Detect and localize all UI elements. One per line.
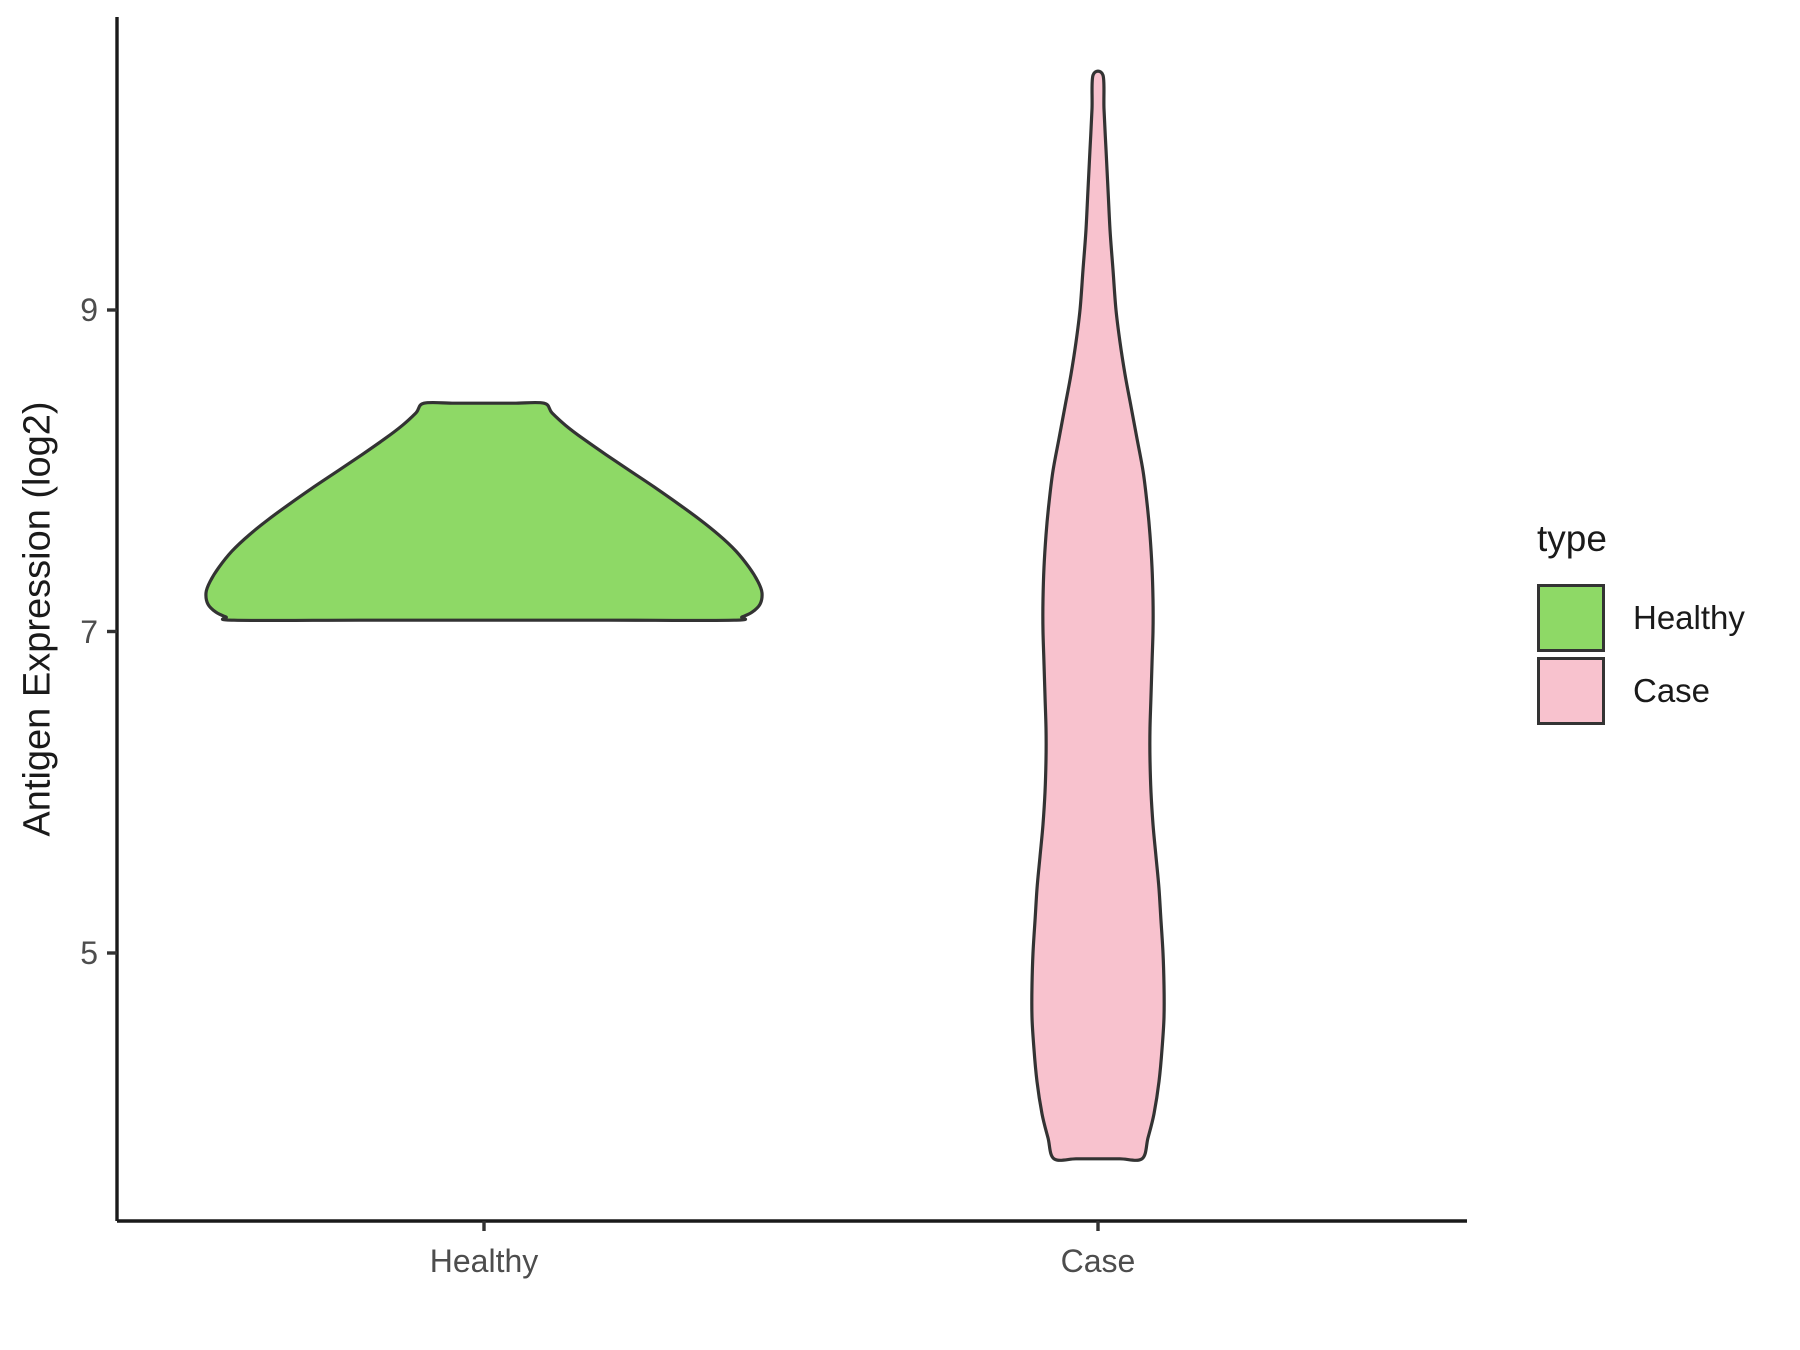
legend-title: type (1537, 518, 1607, 559)
legend-swatch-healthy (1537, 584, 1605, 652)
y-tick-label-5: 5 (80, 935, 98, 971)
legend-entry-healthy: Healthy (1537, 584, 1745, 652)
legend: type Healthy Case (1537, 518, 1745, 725)
legend-label-healthy: Healthy (1633, 599, 1745, 636)
legend-entry-case: Case (1537, 657, 1745, 725)
y-tick-label-9: 9 (80, 292, 98, 328)
violin-healthy (204, 400, 764, 623)
y-tick-label-7: 7 (80, 613, 98, 650)
legend-swatch-case (1537, 657, 1605, 725)
violin-case (1030, 69, 1166, 1162)
legend-label-case: Case (1633, 672, 1711, 709)
x-tick-label-case: Case (1060, 1243, 1136, 1279)
x-tick-label-healthy: Healthy (429, 1243, 539, 1279)
